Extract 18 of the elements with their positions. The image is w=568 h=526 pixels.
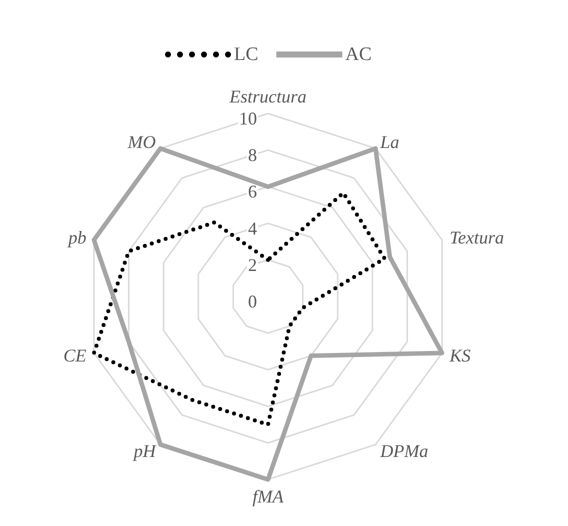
y-tick-label: 10 xyxy=(239,108,257,128)
spoke-label: MO xyxy=(126,132,156,152)
spoke-label: pb xyxy=(66,227,86,248)
y-tick-label: 4 xyxy=(248,218,257,238)
y-tick-label: 2 xyxy=(248,254,257,275)
spoke-label: fMA xyxy=(252,486,284,506)
y-tick-label: 0 xyxy=(248,292,257,312)
spoke-label: CE xyxy=(63,346,86,366)
legend-label: AC xyxy=(345,44,372,65)
y-tick-label: 8 xyxy=(248,145,257,166)
spoke-label: Textura xyxy=(450,227,504,248)
spoke-label: La xyxy=(379,132,400,152)
legend-label: LC xyxy=(234,44,258,65)
spoke-label: Estructura xyxy=(228,86,307,106)
spoke-label: KS xyxy=(448,346,471,366)
spoke-label: pH xyxy=(132,441,157,462)
spoke-label: DPMa xyxy=(379,441,428,462)
y-tick-label: 6 xyxy=(248,182,257,202)
